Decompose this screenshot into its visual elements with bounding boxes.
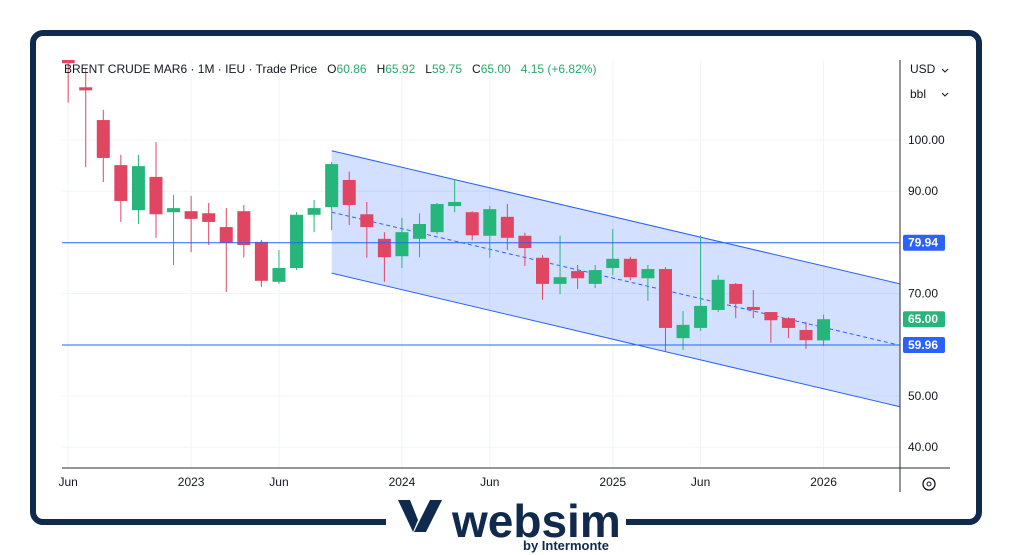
y-tick-label: 40.00 (908, 440, 938, 454)
candle-body (641, 269, 655, 279)
candle-body (535, 257, 549, 284)
candle-body (711, 279, 725, 311)
ohlc-value: 65.00 (480, 62, 511, 76)
logo-mark (398, 500, 442, 532)
candle-body (571, 271, 585, 279)
y-tick-label: 70.00 (908, 287, 938, 301)
brand-name: websim (451, 495, 621, 547)
candle-body (184, 211, 198, 219)
candle-body (729, 283, 743, 304)
ohlc-key: C (472, 62, 481, 76)
candle-body (483, 209, 497, 236)
candle-body (676, 324, 690, 339)
y-tick-label: 50.00 (908, 389, 938, 403)
candle-body (96, 120, 110, 158)
candle-body (781, 318, 795, 328)
candle-body (553, 277, 567, 284)
candle-body (465, 212, 479, 236)
ohlc-value: 59.75 (431, 62, 462, 76)
chevron (941, 92, 949, 97)
last-price-label: 65.00 (908, 312, 938, 326)
candle-body (623, 258, 637, 278)
change: 4.15 (+6.82%) (520, 62, 597, 76)
candle-body (79, 87, 93, 91)
x-tick-label: 2025 (599, 475, 626, 489)
candle-body (272, 268, 286, 282)
symbol: BRENT CRUDE MAR6 · 1M · IEU · Trade Pric… (64, 62, 318, 76)
legend-header: BRENT CRUDE MAR6 · 1M · IEU · Trade Pric… (64, 62, 596, 76)
candle-body (237, 211, 251, 245)
x-tick-label: 2026 (810, 475, 837, 489)
candle-body (588, 270, 602, 284)
ohlc-key: O (327, 62, 337, 76)
candle-body (413, 223, 427, 239)
candle-body (500, 216, 514, 238)
candle-body (518, 235, 532, 249)
candle-body (131, 166, 145, 211)
x-tick-label: Jun (480, 475, 499, 489)
price-badge (903, 337, 945, 354)
candle-body (817, 319, 831, 341)
candle-body (360, 214, 374, 228)
candle-body (764, 312, 778, 321)
channel-middle (331, 211, 900, 346)
chevron (941, 68, 949, 73)
brand-tagline: by Intermonte (523, 538, 609, 553)
candle-body (694, 305, 708, 328)
candle-body (799, 329, 813, 341)
candle-body (114, 165, 128, 201)
candle-body (219, 227, 233, 243)
x-tick-label: Jun (58, 475, 77, 489)
price-label: 79.94 (908, 236, 938, 250)
candle-body (430, 204, 444, 233)
x-tick-label: 2024 (389, 475, 416, 489)
settings-icon[interactable] (922, 477, 936, 491)
candle-body (606, 258, 620, 269)
candle-body (342, 179, 356, 206)
ohlc-key: H (376, 62, 386, 76)
ohlc-value: 65.92 (385, 62, 416, 76)
y-tick-label: 90.00 (908, 184, 938, 198)
candle-body (658, 269, 672, 328)
candle-body (254, 241, 268, 281)
candle-body (290, 214, 304, 269)
candle-body (167, 208, 181, 213)
y-tick-label: 100.00 (908, 133, 945, 147)
ohlc-value: 60.86 (336, 62, 367, 76)
currency[interactable]: USD (910, 62, 936, 76)
candle-body (325, 164, 339, 208)
candle-body (307, 208, 321, 215)
channel-lower (331, 272, 900, 408)
candle-body (377, 238, 391, 258)
candle-body (746, 306, 760, 311)
x-tick-label: 2023 (178, 475, 205, 489)
candle-body (149, 176, 163, 215)
ohlc-key: L (425, 62, 432, 76)
last-price-badge (903, 311, 945, 328)
candle-body (448, 201, 462, 207)
candle-body (202, 213, 216, 222)
unit[interactable]: bbl (910, 87, 926, 101)
price-label: 59.96 (908, 338, 938, 352)
channel-upper (331, 150, 900, 285)
candle-body (395, 232, 409, 257)
x-tick-label: Jun (269, 475, 288, 489)
x-tick-label: Jun (691, 475, 710, 489)
price-badge (903, 234, 945, 251)
candle-body (62, 60, 75, 64)
